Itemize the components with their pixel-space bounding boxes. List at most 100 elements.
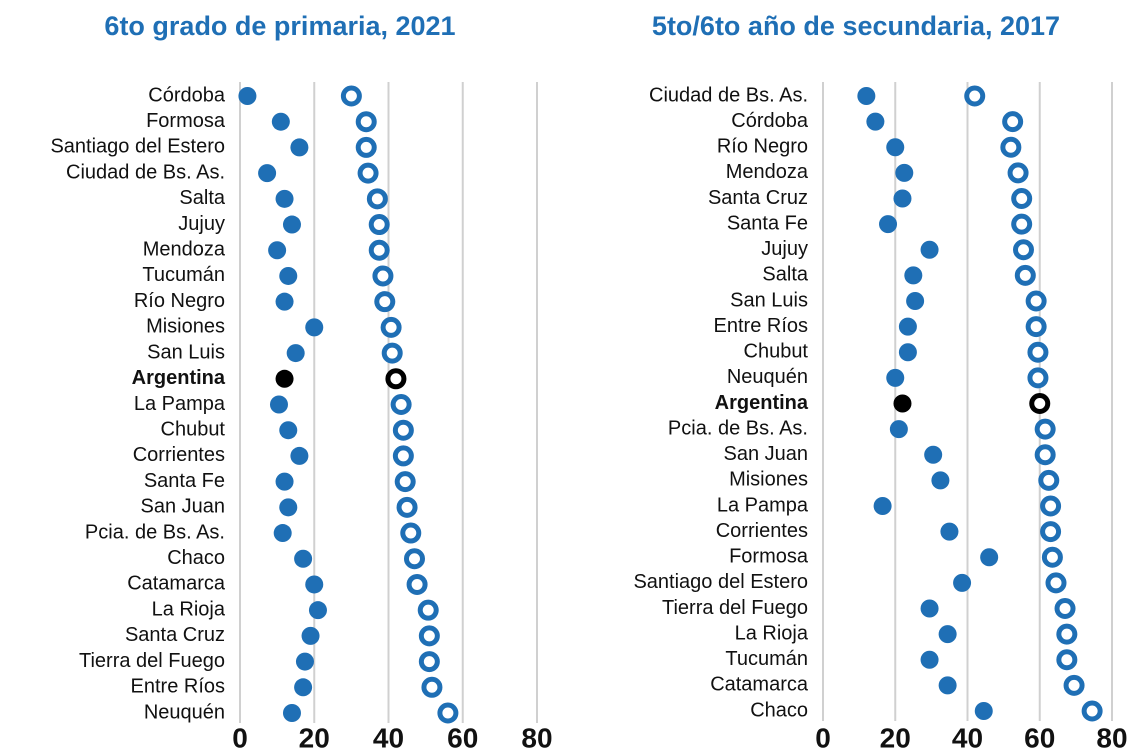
ring-dot — [1025, 290, 1047, 312]
ring-dot — [1012, 239, 1034, 261]
ring-dot — [394, 471, 416, 493]
dot — [279, 266, 298, 285]
category-label: Mendoza — [143, 239, 226, 261]
category-label: Pcia. de Bs. As. — [668, 417, 808, 439]
dot — [301, 626, 320, 645]
category-label: Catamarca — [127, 573, 226, 595]
category-label: Chubut — [744, 341, 809, 363]
dot — [940, 522, 959, 541]
ring-dot — [385, 368, 407, 390]
dot — [893, 394, 912, 413]
category-label: Corrientes — [133, 444, 225, 466]
category-label: Formosa — [146, 110, 226, 132]
category-label: Argentina — [132, 367, 226, 389]
ring-dot — [366, 188, 388, 210]
ring-dot — [1038, 469, 1060, 491]
dot — [920, 650, 939, 669]
ring-dot — [1045, 572, 1067, 594]
x-tick-label: 0 — [232, 722, 248, 753]
dot — [290, 138, 309, 157]
dot — [295, 652, 314, 671]
category-label: Salta — [762, 264, 808, 286]
ring-dot — [403, 548, 425, 570]
dot — [889, 420, 908, 439]
ring-dot — [357, 162, 379, 184]
ring-dot — [1027, 367, 1049, 389]
dot — [938, 676, 957, 695]
category-label: Mendoza — [726, 161, 809, 183]
ring-dot — [1007, 162, 1029, 184]
x-tick-label: 80 — [1096, 722, 1127, 753]
category-label: Santiago del Estero — [50, 136, 225, 158]
ring-dot — [1000, 136, 1022, 158]
category-label: San Luis — [147, 341, 225, 363]
ring-dot — [381, 342, 403, 364]
category-label: La Pampa — [717, 494, 809, 516]
category-label: Corrientes — [716, 520, 808, 542]
dot — [920, 599, 939, 618]
dot — [904, 266, 923, 285]
ring-dot — [392, 445, 414, 467]
ring-dot — [1011, 188, 1033, 209]
category-label: Pcia. de Bs. As. — [85, 521, 225, 543]
category-label: Ciudad de Bs. As. — [649, 84, 808, 106]
category-label: Chubut — [161, 418, 226, 440]
ring-dot — [1027, 341, 1049, 363]
chart-title: 6to grado de primaria, 2021 — [104, 11, 455, 41]
category-label: Formosa — [729, 546, 809, 568]
category-label: Jujuy — [178, 213, 225, 235]
dot — [953, 573, 972, 592]
category-label: Entre Ríos — [714, 315, 808, 337]
category-label: Jujuy — [761, 238, 808, 260]
dot — [305, 575, 324, 594]
dot — [290, 446, 309, 465]
ring-dot — [1034, 444, 1056, 466]
category-label: Neuquén — [727, 366, 808, 388]
ring-dot — [1056, 649, 1078, 671]
dot — [305, 318, 324, 337]
category-label: Santa Cruz — [125, 624, 225, 646]
dot — [282, 215, 301, 234]
ring-dot — [418, 651, 440, 673]
ring-dot — [1056, 623, 1078, 645]
ring-dot — [390, 394, 412, 415]
category-label: Chaco — [750, 699, 808, 721]
x-tick-label: 20 — [880, 722, 911, 753]
x-tick-label: 40 — [952, 722, 983, 753]
x-tick-label: 60 — [1024, 722, 1055, 753]
dot — [906, 292, 925, 310]
category-label: Salta — [179, 187, 225, 209]
dot — [893, 189, 912, 208]
category-label: Santa Cruz — [708, 187, 808, 209]
ring-dot — [392, 419, 414, 441]
x-tick-label: 60 — [447, 722, 478, 753]
ring-dot — [421, 676, 443, 698]
dot — [886, 138, 905, 157]
dot — [898, 317, 917, 336]
dot — [938, 625, 957, 644]
dot — [866, 112, 885, 131]
ring-dot — [406, 573, 428, 595]
ring-dot — [1034, 418, 1056, 440]
ring-dot — [1041, 546, 1063, 568]
category-label: Entre Ríos — [131, 676, 225, 698]
ring-dot — [355, 136, 377, 158]
ring-dot — [1054, 598, 1076, 619]
category-label: San Luis — [730, 289, 808, 311]
category-label: Ciudad de Bs. As. — [66, 161, 225, 183]
category-label: Santa Fe — [144, 470, 225, 492]
dot — [279, 421, 298, 440]
ring-dot — [1002, 111, 1024, 133]
category-label: Misiones — [729, 469, 808, 491]
category-label: La Rioja — [152, 598, 226, 620]
category-label: San Juan — [723, 443, 808, 465]
category-label: Neuquén — [144, 701, 225, 723]
category-label: Córdoba — [731, 110, 809, 132]
category-label: Catamarca — [710, 674, 809, 696]
category-label: Tucumán — [725, 648, 808, 670]
dot — [980, 548, 999, 567]
ring-dot — [396, 496, 418, 518]
ring-dot — [400, 522, 422, 544]
dot — [857, 87, 876, 105]
